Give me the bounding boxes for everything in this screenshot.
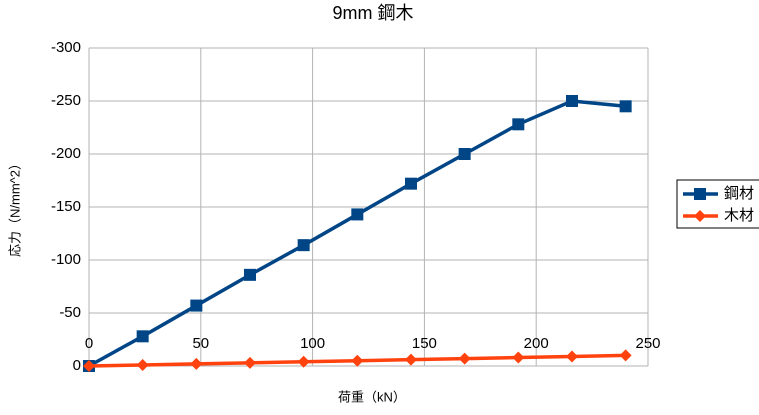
y-tick-label: 0 [73, 357, 81, 374]
marker [404, 177, 417, 190]
marker [512, 118, 525, 131]
marker [83, 360, 95, 372]
y-tick-label: -50 [59, 304, 81, 321]
legend-box [676, 179, 759, 229]
x-tick-label: 200 [524, 335, 549, 352]
y-tick-label: -150 [51, 198, 81, 215]
marker [136, 358, 149, 371]
x-tick-label: 100 [300, 335, 325, 352]
marker [458, 148, 471, 160]
marker [458, 352, 471, 365]
y-tick-label: -200 [51, 145, 81, 162]
marker [351, 354, 364, 367]
x-axis-label: 荷重（kN） [338, 389, 406, 404]
marker [565, 95, 578, 107]
x-tick-label: 0 [85, 335, 93, 352]
marker [243, 268, 256, 281]
marker [297, 355, 310, 368]
x-tick-label: 150 [412, 335, 437, 352]
marker [190, 299, 203, 312]
legend-label: 鋼材 [724, 185, 754, 202]
marker [243, 356, 256, 369]
marker [136, 330, 149, 343]
y-tick-label: -100 [51, 251, 81, 268]
marker [512, 351, 525, 364]
x-tick-label: 250 [635, 335, 660, 352]
marker [190, 357, 203, 370]
marker [619, 349, 632, 362]
marker [404, 353, 417, 366]
legend-label: 木材 [724, 207, 754, 224]
marker [297, 239, 310, 252]
chart-title: 9mm 鋼木 [333, 3, 414, 23]
y-axis-label: 応力（N/mm^2） [7, 157, 22, 257]
legend-marker [694, 188, 706, 200]
marker [619, 100, 632, 113]
y-tick-label: -250 [51, 92, 81, 109]
legend-marker [694, 210, 706, 222]
y-tick-label: -300 [51, 39, 81, 56]
marker [351, 208, 364, 221]
marker [565, 350, 578, 363]
x-tick-label: 50 [192, 335, 209, 352]
